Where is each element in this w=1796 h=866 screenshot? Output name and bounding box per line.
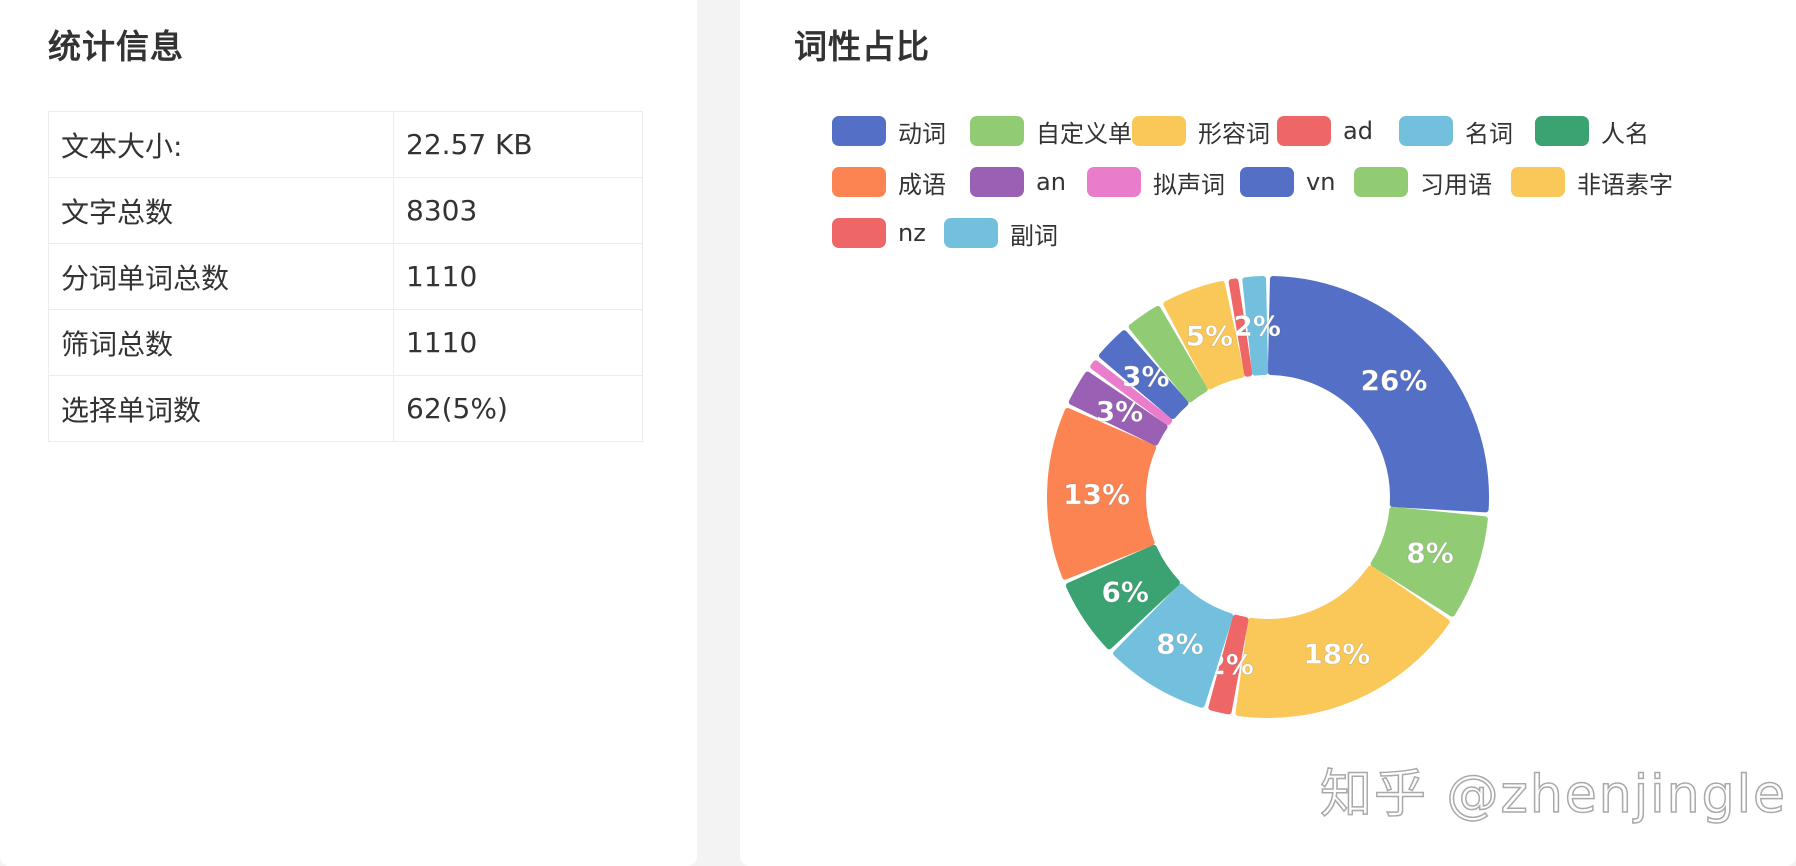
donut-slice[interactable] <box>1370 506 1488 617</box>
donut-slice[interactable] <box>1065 544 1180 650</box>
table-row: 文本大小: 22.57 KB <box>48 111 643 178</box>
legend-item[interactable]: nz <box>832 217 926 249</box>
donut-slice[interactable] <box>1113 583 1234 708</box>
stats-label: 文本大小: <box>48 111 394 178</box>
slice-label: 26% <box>1360 364 1427 397</box>
legend-label: nz <box>898 219 926 247</box>
donut-slice[interactable] <box>1068 371 1168 446</box>
donut-slice[interactable] <box>1047 407 1157 580</box>
stats-title: 统计信息 <box>48 27 184 66</box>
legend-label: 动词 <box>898 119 946 148</box>
legend-swatch <box>1240 167 1294 197</box>
table-row: 分词单词总数 1110 <box>48 243 643 310</box>
legend-item[interactable]: 人名 <box>1535 115 1649 148</box>
pos-panel: 词性占比 动词 自定义单词 形容词 ad 名词 人名 成语 an 拟声词 vn 习用语 非语素字 nz 副… <box>740 0 1796 866</box>
table-row: 筛词总数 1110 <box>48 309 643 376</box>
donut-slice[interactable] <box>1090 360 1173 426</box>
legend-swatch <box>1535 116 1589 146</box>
pos-title: 词性占比 <box>794 27 930 66</box>
stats-table: 文本大小: 22.57 KB 文字总数 8303 分词单词总数 1110 筛词总… <box>48 111 643 442</box>
legend-item[interactable]: ad <box>1277 115 1373 147</box>
legend-label: 习用语 <box>1420 170 1492 199</box>
slice-label: 8% <box>1156 628 1204 661</box>
legend-item[interactable]: 习用语 <box>1354 166 1492 199</box>
legend-swatch <box>944 218 998 248</box>
stats-label: 文字总数 <box>48 177 394 244</box>
donut-slice[interactable] <box>1163 280 1245 390</box>
slice-label: 6% <box>1101 575 1149 608</box>
slice-label: 5% <box>1186 319 1234 352</box>
legend-label: 人名 <box>1601 119 1649 148</box>
legend-label: 副词 <box>1010 221 1058 250</box>
donut-slice[interactable] <box>1242 276 1269 376</box>
donut-slice[interactable] <box>1208 614 1249 715</box>
watermark: 知乎 @zhenjingle <box>1319 764 1788 826</box>
donut-slice[interactable] <box>1267 276 1489 513</box>
slice-label: 8% <box>1406 537 1454 570</box>
legend-item[interactable]: 动词 <box>832 115 946 148</box>
donut-chart: 26%8%18%2%8%6%13%3%3%5% 2% <box>1047 276 1489 718</box>
donut-slice[interactable] <box>1128 305 1208 403</box>
legend-label: an <box>1036 168 1066 196</box>
slice-label: 18% <box>1303 638 1370 671</box>
legend-swatch <box>1277 116 1331 146</box>
stats-value: 8303 <box>393 177 643 244</box>
legend-swatch <box>832 116 886 146</box>
donut-slice[interactable] <box>1098 330 1189 419</box>
stats-label: 筛词总数 <box>48 309 394 376</box>
legend-swatch <box>1132 116 1186 146</box>
legend-swatch <box>1354 167 1408 197</box>
legend-item[interactable]: 形容词 <box>1132 115 1270 148</box>
legend-label: 成语 <box>898 170 946 199</box>
stats-value: 1110 <box>393 243 643 310</box>
slice-label: 2% <box>1233 309 1281 342</box>
stats-value: 62(5%) <box>393 375 643 442</box>
legend-swatch <box>970 116 1024 146</box>
donut-slice[interactable] <box>1228 278 1253 377</box>
stats-panel: 统计信息 文本大小: 22.57 KB 文字总数 8303 分词单词总数 111… <box>0 0 697 866</box>
legend-item[interactable]: vn <box>1240 166 1335 198</box>
table-row: 选择单词数 62(5%) <box>48 375 643 442</box>
stats-value: 1110 <box>393 309 643 376</box>
legend-label: 非语素字 <box>1577 170 1673 199</box>
legend-item[interactable]: 拟声词 <box>1087 166 1225 199</box>
stats-value: 22.57 KB <box>393 111 643 178</box>
legend-item[interactable]: an <box>970 166 1066 198</box>
legend-item[interactable]: 非语素字 <box>1511 166 1673 199</box>
legend-swatch <box>1511 167 1565 197</box>
legend-swatch <box>970 167 1024 197</box>
legend-item[interactable]: 副词 <box>944 217 1058 250</box>
slice-label: 13% <box>1063 478 1130 511</box>
table-row: 文字总数 8303 <box>48 177 643 244</box>
legend-label: 形容词 <box>1198 119 1270 148</box>
donut-slice[interactable] <box>1235 565 1450 718</box>
stats-label: 选择单词数 <box>48 375 394 442</box>
legend-swatch <box>832 167 886 197</box>
stats-label: 分词单词总数 <box>48 243 394 310</box>
legend-item[interactable]: 名词 <box>1399 115 1513 148</box>
legend-swatch <box>1399 116 1453 146</box>
legend-swatch <box>832 218 886 248</box>
legend-label: vn <box>1306 168 1336 196</box>
legend-item[interactable]: 成语 <box>832 166 946 199</box>
legend-swatch <box>1087 167 1141 197</box>
legend-label: ad <box>1343 117 1373 145</box>
legend-label: 名词 <box>1465 119 1513 148</box>
legend-label: 拟声词 <box>1153 170 1225 199</box>
